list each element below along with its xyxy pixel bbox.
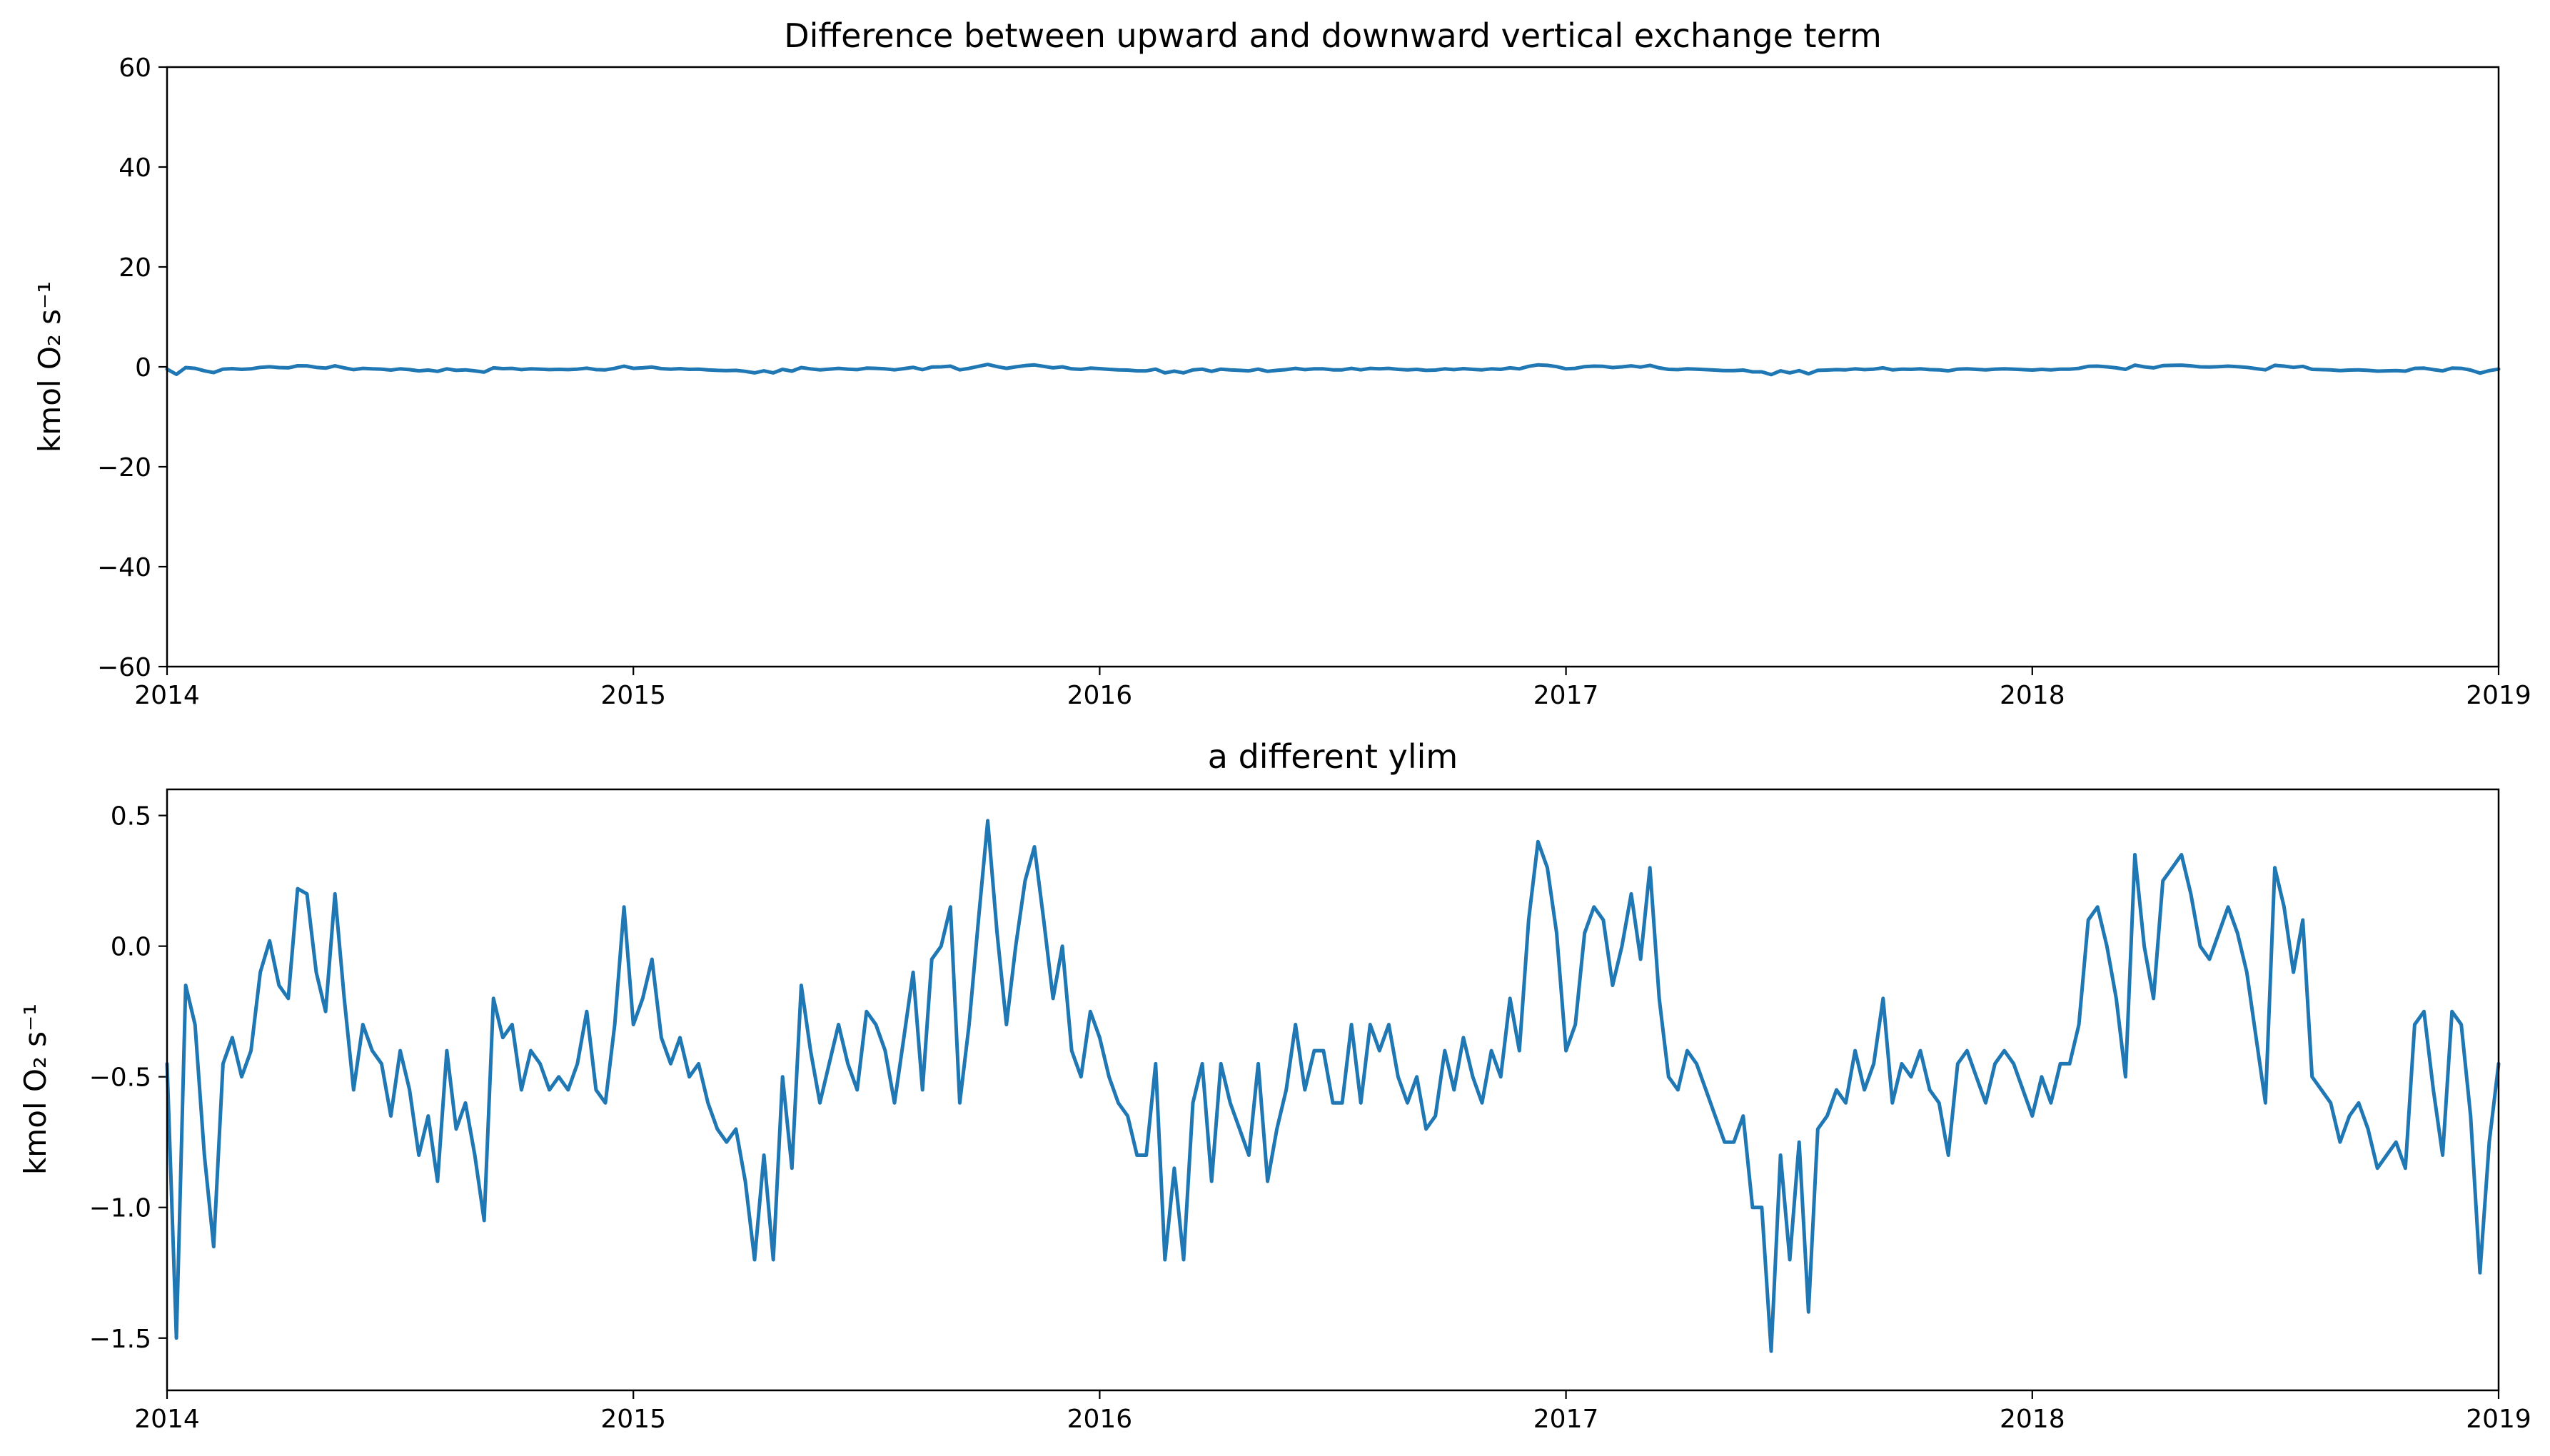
bottom-chart-title: a different ylim (1208, 737, 1458, 776)
top-x-ticks: 2014 2015 2016 2017 2018 2019 (134, 667, 2531, 710)
y-tick-label: 0 (135, 353, 151, 383)
y-tick-label: 0.5 (111, 802, 151, 831)
y-tick-label: 0.0 (111, 933, 151, 962)
top-y-axis-label: kmol O₂ s⁻¹ (32, 281, 67, 453)
y-tick-label: 60 (119, 54, 151, 83)
x-tick-label: 2016 (1067, 1405, 1133, 1434)
y-tick-label: −60 (97, 653, 151, 682)
x-tick-label: 2016 (1067, 681, 1133, 710)
x-tick-label: 2019 (2466, 681, 2531, 710)
y-tick-label: −1.5 (89, 1325, 151, 1354)
y-tick-label: 40 (119, 153, 151, 183)
y-tick-label: −20 (97, 453, 151, 482)
x-tick-label: 2015 (600, 681, 666, 710)
bottom-plot-frame (166, 788, 2500, 1392)
bottom-series-line (165, 819, 2501, 1353)
y-tick-label: −0.5 (89, 1063, 151, 1093)
top-plot-frame (166, 66, 2500, 668)
top-panel: Difference between upward and downward v… (32, 16, 2531, 710)
x-tick-label: 2017 (1533, 681, 1599, 710)
x-tick-label: 2018 (2000, 1405, 2065, 1434)
bottom-panel: a different ylim kmol O₂ s⁻¹ −1.5 −1.0 −0.… (18, 737, 2531, 1434)
bottom-y-ticks: −1.5 −1.0 −0.5 0.0 0.5 (89, 802, 167, 1354)
x-tick-label: 2019 (2466, 1405, 2531, 1434)
top-chart-title: Difference between upward and downward v… (784, 16, 1882, 55)
bottom-x-ticks: 2014 2015 2016 2017 2018 2019 (134, 1390, 2531, 1434)
y-tick-label: −1.0 (89, 1194, 151, 1223)
bottom-y-axis-label: kmol O₂ s⁻¹ (18, 1003, 53, 1175)
x-tick-label: 2015 (600, 1405, 666, 1434)
x-tick-label: 2014 (134, 681, 200, 710)
top-y-ticks: −60 −40 −20 0 20 40 60 (97, 54, 167, 682)
x-tick-label: 2018 (2000, 681, 2065, 710)
x-tick-label: 2014 (134, 1405, 200, 1434)
y-tick-label: 20 (119, 253, 151, 283)
y-tick-label: −40 (97, 553, 151, 582)
top-series-line (165, 363, 2501, 377)
x-tick-label: 2017 (1533, 1405, 1599, 1434)
